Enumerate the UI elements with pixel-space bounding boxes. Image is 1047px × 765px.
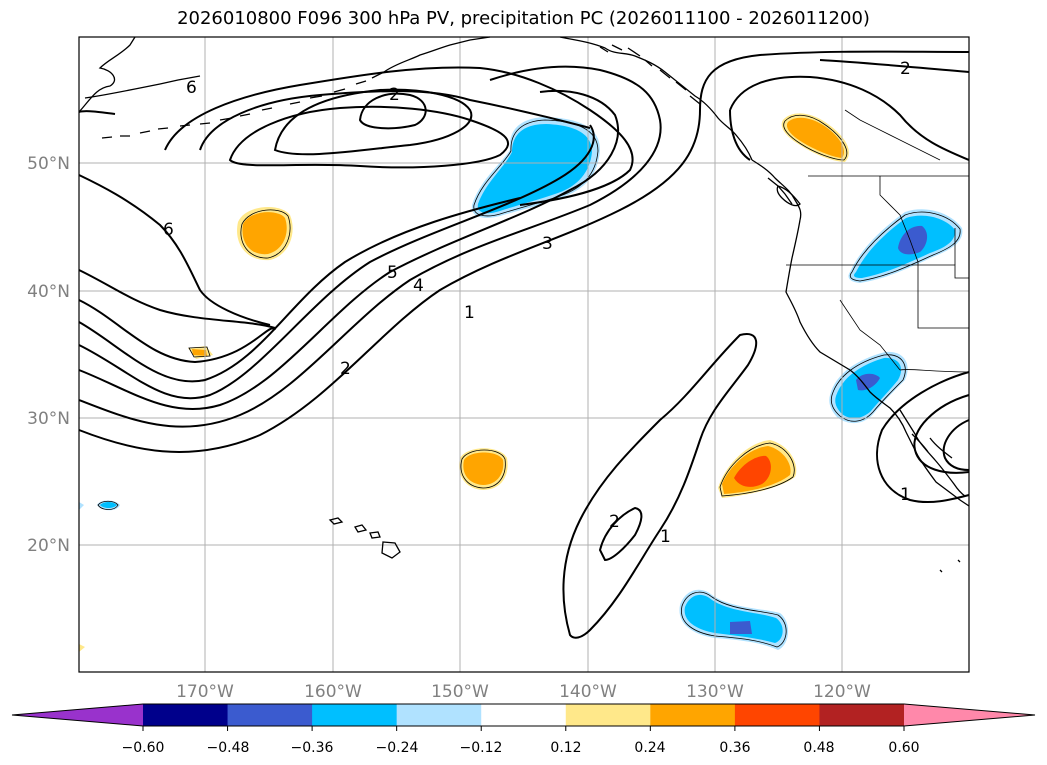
contour-label: 2 bbox=[609, 512, 620, 532]
colorbar-cells bbox=[11, 703, 1036, 727]
colorbar-cell bbox=[565, 704, 651, 726]
precip-negative-core bbox=[477, 124, 592, 214]
precip-positive-peak bbox=[734, 455, 771, 487]
colorbar-tick-label: −0.48 bbox=[207, 740, 250, 756]
colorbar-cell bbox=[481, 704, 567, 726]
precip-negative-core bbox=[100, 502, 117, 508]
contour-label: 2 bbox=[389, 85, 400, 105]
contour-label: 4 bbox=[413, 276, 424, 296]
contour-label: 3 bbox=[542, 234, 553, 254]
precip-positive-core bbox=[786, 117, 844, 158]
map-frame bbox=[78, 36, 970, 673]
contour-label: 1 bbox=[464, 303, 475, 323]
lon-label: 130°W bbox=[686, 682, 744, 702]
map-title: 2026010800 F096 300 hPa PV, precipitatio… bbox=[177, 8, 870, 29]
colorbar-tick-label: −0.12 bbox=[460, 740, 503, 756]
colorbar-ticks bbox=[142, 726, 905, 731]
colorbar-tick-label: 0.12 bbox=[550, 740, 581, 756]
longitude-labels: 170°W 160°W 150°W 140°W 130°W 120°W bbox=[176, 682, 871, 702]
lat-label: 20°N bbox=[27, 536, 70, 556]
colorbar-tick-label: −0.60 bbox=[122, 740, 165, 756]
contour-label: 5 bbox=[387, 263, 398, 283]
colorbar-cell bbox=[227, 704, 313, 726]
contour-label: 1 bbox=[900, 485, 911, 505]
precip-positive-area bbox=[79, 644, 85, 652]
colorbar: −0.60 −0.48 −0.36 −0.24 −0.12 0.12 0.24 … bbox=[11, 703, 1036, 756]
contour-label: 1 bbox=[660, 527, 671, 547]
colorbar-cell bbox=[312, 704, 398, 726]
precip-outlines bbox=[97, 114, 961, 648]
colorbar-tick-label: 0.60 bbox=[888, 740, 919, 756]
lon-label: 160°W bbox=[304, 682, 362, 702]
precip-negative-area bbox=[79, 502, 84, 510]
lat-label: 50°N bbox=[27, 154, 70, 174]
precip-positive-core bbox=[463, 452, 504, 485]
lon-label: 120°W bbox=[813, 682, 871, 702]
latitude-labels: 50°N 40°N 30°N 20°N bbox=[27, 154, 70, 556]
political-borders bbox=[786, 109, 970, 373]
colorbar-cell bbox=[396, 704, 482, 726]
lon-label: 140°W bbox=[559, 682, 617, 702]
gridlines bbox=[79, 37, 969, 672]
colorbar-over-extension bbox=[904, 704, 1035, 726]
precip-positive-core bbox=[242, 212, 287, 255]
contour-label: 2 bbox=[900, 59, 911, 79]
colorbar-cell bbox=[819, 704, 905, 726]
lat-label: 40°N bbox=[27, 282, 70, 302]
precip-negative-peak bbox=[898, 225, 928, 255]
colorbar-tick-label: −0.24 bbox=[376, 740, 419, 756]
colorbar-under-extension bbox=[12, 704, 143, 726]
colorbar-tick-label: 0.24 bbox=[634, 740, 665, 756]
colorbar-cell bbox=[650, 704, 736, 726]
lon-label: 170°W bbox=[176, 682, 234, 702]
contour-label: 2 bbox=[340, 359, 351, 379]
precip-positive-core bbox=[192, 349, 207, 356]
pv-contours bbox=[78, 50, 970, 639]
colorbar-tick-label: 0.36 bbox=[719, 740, 750, 756]
precip-negative-peak bbox=[730, 621, 752, 634]
colorbar-cell bbox=[143, 704, 229, 726]
lat-label: 30°N bbox=[27, 409, 70, 429]
contour-labels: 6 6 2 2 5 4 3 1 2 2 1 1 bbox=[163, 59, 911, 547]
contour-label: 6 bbox=[163, 220, 174, 240]
lon-label: 150°W bbox=[431, 682, 489, 702]
precip-negative-core bbox=[684, 594, 783, 643]
colorbar-tick-label: −0.36 bbox=[291, 740, 334, 756]
contour-label: 6 bbox=[186, 78, 197, 98]
colorbar-tick-label: 0.48 bbox=[803, 740, 834, 756]
precip-negative-peak bbox=[856, 373, 880, 391]
colorbar-cell bbox=[734, 704, 820, 726]
